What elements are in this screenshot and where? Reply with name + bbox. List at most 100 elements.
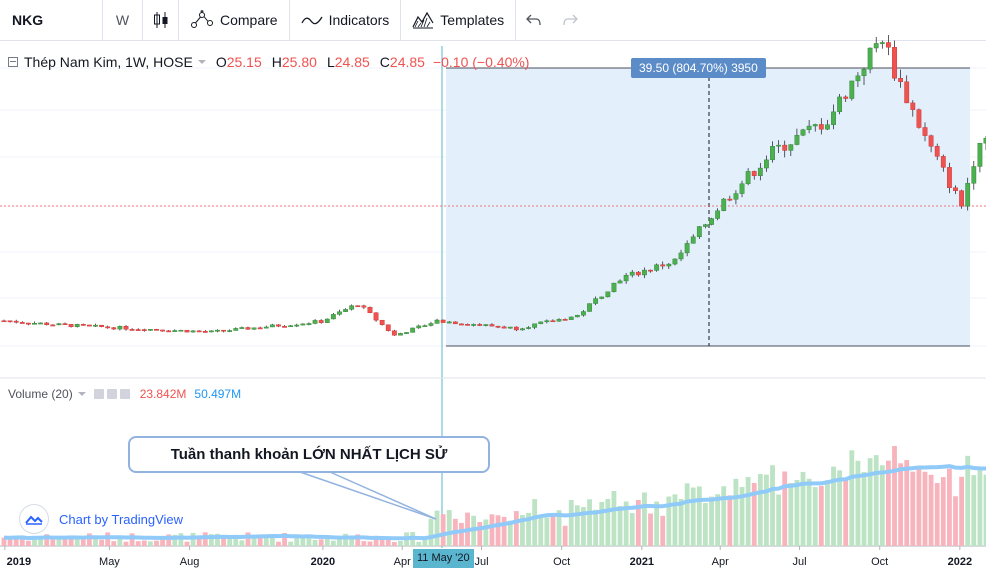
volume-bar bbox=[745, 477, 751, 546]
candle bbox=[172, 330, 178, 332]
volume-bar bbox=[385, 539, 391, 546]
candle bbox=[965, 183, 971, 207]
x-tick-label: Jul bbox=[474, 556, 488, 568]
candle bbox=[62, 323, 68, 326]
volume-bar bbox=[757, 474, 763, 546]
volume-bar bbox=[593, 509, 599, 546]
x-tick-label: Apr bbox=[712, 556, 729, 568]
candle bbox=[300, 323, 306, 326]
interval-button[interactable]: W bbox=[103, 0, 143, 41]
candle bbox=[19, 322, 25, 324]
volume-bar bbox=[56, 537, 62, 546]
compare-button[interactable]: Compare bbox=[179, 0, 290, 41]
chevron-down-icon[interactable] bbox=[197, 60, 206, 64]
volume-bar bbox=[147, 541, 153, 546]
undo-icon bbox=[526, 14, 541, 26]
open-key: O bbox=[215, 54, 227, 70]
candle bbox=[855, 75, 861, 82]
x-tick-label: 2020 bbox=[311, 556, 335, 568]
candle bbox=[739, 183, 745, 194]
candle bbox=[446, 321, 452, 324]
volume-menu-chevron-icon[interactable] bbox=[77, 392, 86, 396]
volume-bar bbox=[678, 499, 684, 546]
volume-bar bbox=[965, 455, 971, 546]
candle bbox=[879, 42, 885, 44]
close-icon[interactable] bbox=[119, 389, 130, 399]
tradingview-watermark[interactable]: Chart by TradingView bbox=[20, 505, 183, 533]
volume-bar bbox=[709, 496, 714, 546]
volume-bar bbox=[221, 535, 226, 546]
volume-bar bbox=[520, 515, 525, 546]
volume-bar bbox=[25, 540, 31, 546]
volume-bar bbox=[904, 460, 910, 546]
candle bbox=[233, 328, 239, 331]
candle bbox=[544, 320, 550, 323]
volume-bar bbox=[379, 537, 385, 546]
volume-bar bbox=[599, 501, 605, 546]
candle bbox=[593, 298, 599, 304]
volume-bar bbox=[867, 458, 873, 546]
candle bbox=[7, 320, 13, 323]
candle bbox=[135, 329, 141, 331]
candle bbox=[635, 271, 641, 276]
candle bbox=[184, 329, 190, 333]
volume-bar bbox=[776, 494, 782, 546]
price-range-measure-box[interactable] bbox=[446, 68, 970, 346]
candle bbox=[727, 198, 733, 201]
symbol-search[interactable]: NKG bbox=[0, 0, 103, 41]
volume-bar bbox=[812, 487, 818, 546]
chart-type-button[interactable] bbox=[143, 0, 179, 41]
candle bbox=[251, 327, 257, 330]
candle bbox=[111, 327, 117, 330]
candle bbox=[562, 319, 568, 321]
volume-bar bbox=[459, 522, 464, 546]
volume-bar bbox=[855, 460, 861, 546]
annotation-callout[interactable]: Tuần thanh khoản LỚN NHẤT LỊCH SỬ bbox=[128, 436, 490, 473]
candle bbox=[587, 303, 592, 312]
volume-bar bbox=[86, 533, 92, 546]
settings-icon[interactable] bbox=[106, 389, 117, 399]
symbol-label: NKG bbox=[12, 12, 44, 28]
candle bbox=[227, 330, 233, 332]
volume-bar bbox=[959, 476, 965, 546]
candle bbox=[751, 171, 757, 176]
candle bbox=[465, 324, 470, 326]
top-toolbar: NKG W Compare Indicators bbox=[0, 0, 986, 41]
volume-bar bbox=[562, 525, 568, 546]
volume-title: Volume (20) bbox=[8, 387, 73, 401]
volume-bar bbox=[507, 520, 513, 546]
volume-bar bbox=[690, 487, 696, 546]
candle bbox=[434, 319, 440, 324]
candle bbox=[215, 329, 220, 332]
volume-bar bbox=[715, 494, 721, 546]
candle bbox=[154, 329, 159, 331]
candle bbox=[800, 129, 806, 136]
indicators-button[interactable]: Indicators bbox=[290, 0, 402, 41]
candle bbox=[538, 321, 544, 324]
templates-icon bbox=[412, 11, 434, 29]
undo-button[interactable] bbox=[516, 0, 552, 41]
volume-bar bbox=[99, 539, 104, 546]
redo-button[interactable] bbox=[552, 0, 588, 41]
candle bbox=[129, 329, 135, 331]
eye-icon[interactable] bbox=[93, 389, 104, 399]
volume-bar bbox=[873, 455, 879, 546]
volume-bar bbox=[32, 536, 37, 546]
collapse-legend-icon[interactable] bbox=[8, 57, 18, 67]
series-title: Thép Nam Kim, 1W, HOSE bbox=[24, 54, 193, 70]
x-tick-label: 2019 bbox=[7, 556, 31, 568]
candle bbox=[74, 324, 80, 328]
templates-button[interactable]: Templates bbox=[401, 0, 517, 41]
candle bbox=[825, 124, 830, 130]
volume-bar bbox=[123, 541, 129, 546]
candle bbox=[672, 258, 678, 265]
candle bbox=[788, 144, 794, 151]
volume-bar bbox=[934, 483, 940, 546]
volume-bar bbox=[178, 533, 184, 546]
candle bbox=[13, 320, 19, 323]
change-value: −0.10 (−0.40%) bbox=[432, 54, 530, 70]
candle bbox=[44, 322, 50, 326]
candle bbox=[757, 167, 763, 176]
candle bbox=[391, 330, 397, 336]
